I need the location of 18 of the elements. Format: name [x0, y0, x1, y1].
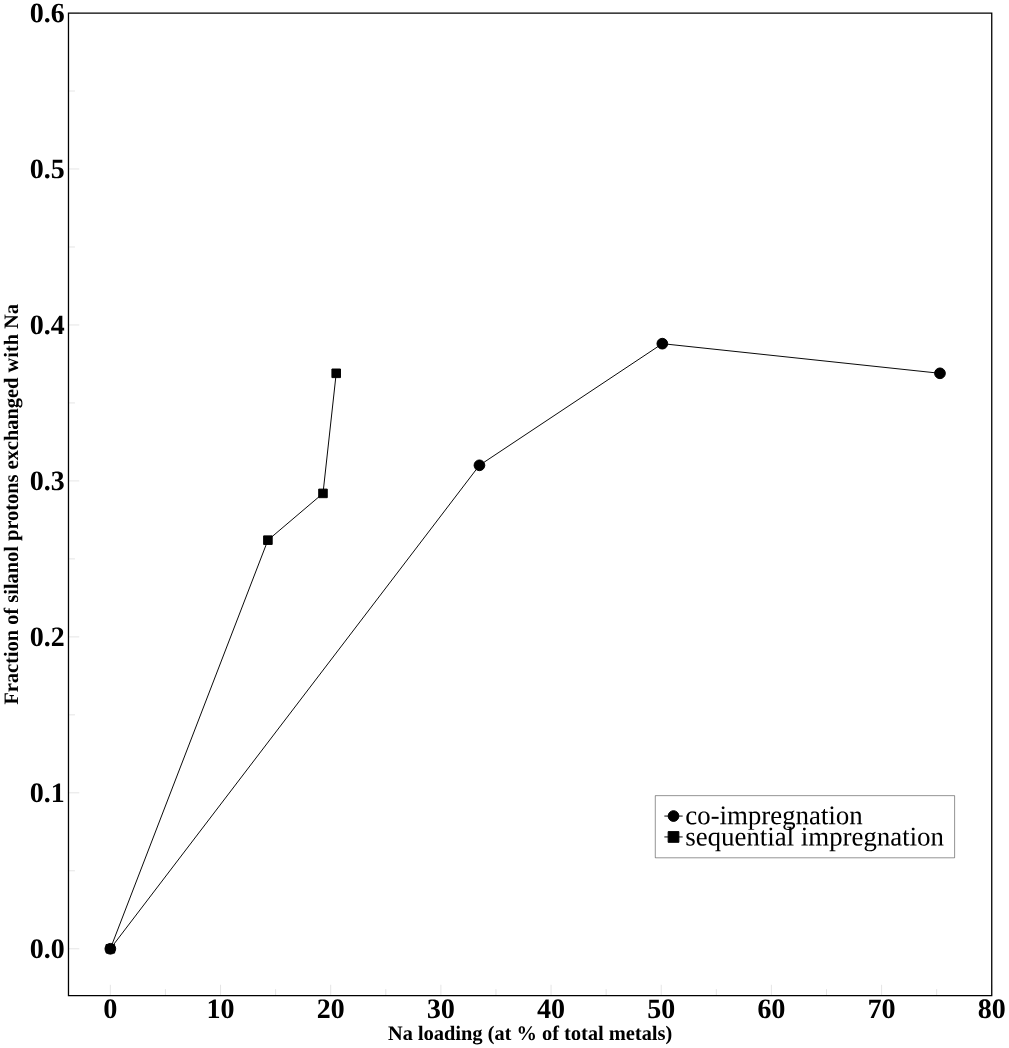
y-tick-label: 0.5 — [30, 159, 64, 179]
x-tick-label: 10 — [208, 999, 234, 1019]
y-axis-title: Fraction of silanol protons exchanged with Na — [3, 304, 23, 705]
x-axis-title: Na loading (at % of total metals) — [388, 1025, 672, 1045]
y-tick-label: 0.4 — [30, 315, 65, 335]
x-tick-label: 30 — [427, 999, 454, 1019]
x-tick-label: 50 — [648, 999, 674, 1019]
y-tick-label: 0.1 — [30, 783, 64, 803]
x-tick-label: 80 — [978, 999, 1005, 1019]
y-tick-label: 0.2 — [30, 627, 64, 647]
x-tick-label: 70 — [869, 999, 895, 1019]
x-tick-label: 60 — [758, 999, 785, 1019]
x-tick-label: 20 — [317, 999, 344, 1019]
y-tick-label: 0.3 — [30, 471, 64, 491]
y-tick-label: 0.0 — [30, 939, 64, 959]
x-tick-label: 40 — [537, 999, 564, 1019]
y-tick-label: 0.6 — [30, 3, 64, 23]
x-tick-label: 0 — [104, 999, 117, 1019]
